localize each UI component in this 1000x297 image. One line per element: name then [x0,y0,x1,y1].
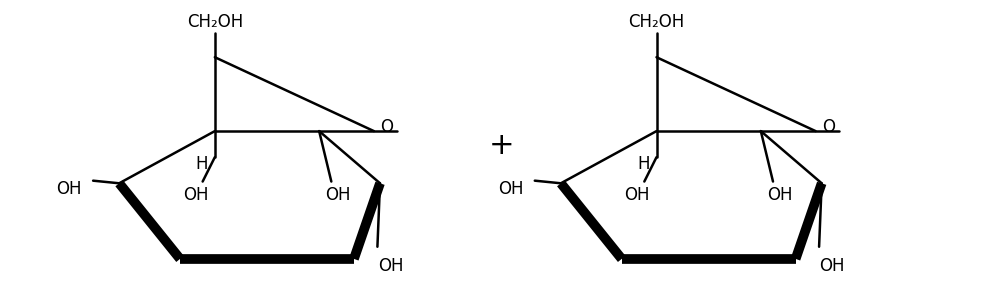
Text: OH: OH [378,257,403,275]
Text: CH₂OH: CH₂OH [628,13,685,31]
Text: OH: OH [767,186,793,203]
Text: H: H [637,154,650,173]
Text: OH: OH [625,186,650,203]
Text: OH: OH [56,180,82,198]
Text: O: O [380,118,393,136]
Text: O: O [822,118,835,136]
Text: +: + [489,131,515,160]
Text: OH: OH [326,186,351,203]
Text: CH₂OH: CH₂OH [187,13,243,31]
Text: OH: OH [183,186,208,203]
Text: OH: OH [498,180,523,198]
Text: H: H [196,154,208,173]
Text: OH: OH [819,257,845,275]
